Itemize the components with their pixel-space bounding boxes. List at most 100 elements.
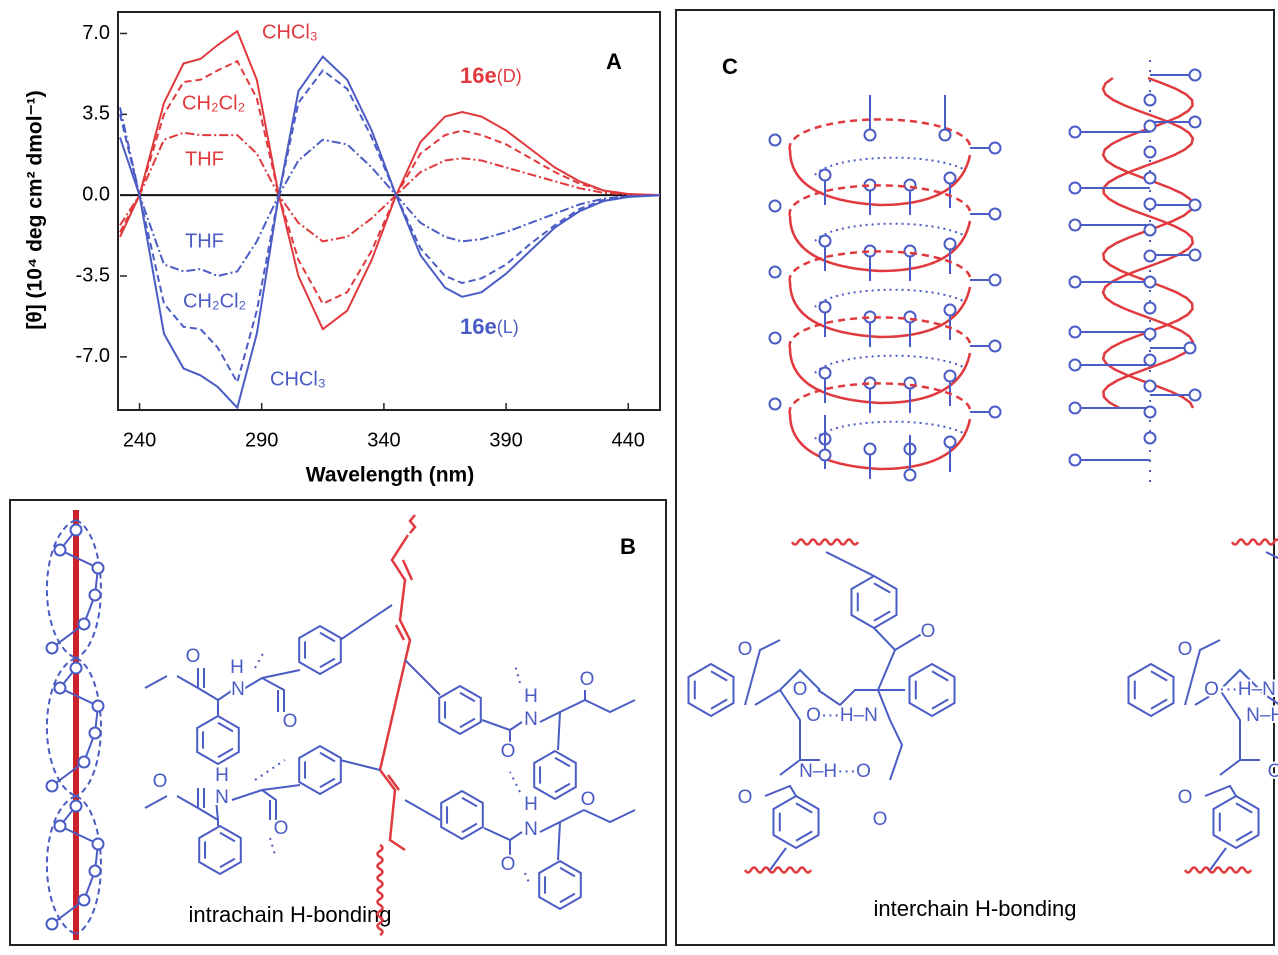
node xyxy=(990,341,1001,352)
ring-dotted xyxy=(815,224,965,241)
node xyxy=(79,619,90,630)
atom-label: O xyxy=(153,771,168,792)
ring-dotted xyxy=(815,356,965,373)
node xyxy=(1070,183,1081,194)
node xyxy=(55,683,66,694)
node xyxy=(990,275,1001,286)
node xyxy=(93,563,104,574)
node xyxy=(990,209,1001,220)
atom-label: O xyxy=(873,809,888,830)
node xyxy=(1070,327,1081,338)
wavy-bond xyxy=(1185,868,1251,873)
node xyxy=(945,239,956,250)
node xyxy=(1145,277,1156,288)
atom-label: O xyxy=(580,669,595,690)
node xyxy=(905,180,916,191)
atom-label: O xyxy=(186,646,201,667)
x-tick-label: 440 xyxy=(612,429,645,451)
node xyxy=(770,135,781,146)
caption: intrachain H-bonding xyxy=(188,902,391,927)
atom-label: O xyxy=(283,711,298,732)
annotation-label: 16e xyxy=(460,314,497,339)
node xyxy=(770,201,781,212)
annotation: 16e(D) xyxy=(460,63,522,88)
node xyxy=(820,302,831,313)
x-tick-label: 340 xyxy=(367,429,400,451)
node xyxy=(90,866,101,877)
atom-label: N xyxy=(215,787,229,808)
node xyxy=(1145,173,1156,184)
node xyxy=(1070,360,1081,371)
node xyxy=(1145,407,1156,418)
node xyxy=(1145,121,1156,132)
node xyxy=(90,728,101,739)
series-label: CH₂Cl₂ xyxy=(182,92,245,114)
x-tick-label: 240 xyxy=(123,429,156,451)
node xyxy=(905,378,916,389)
atom-label: O···H–N xyxy=(806,705,878,726)
dashed-arc xyxy=(47,520,76,658)
atom-label: N–H···O xyxy=(799,761,871,782)
node xyxy=(1070,277,1081,288)
node xyxy=(905,312,916,323)
node xyxy=(945,305,956,316)
node xyxy=(1145,147,1156,158)
node xyxy=(865,444,876,455)
atom-label: O xyxy=(1268,761,1278,782)
atom-label: O xyxy=(501,854,516,875)
node xyxy=(1070,220,1081,231)
bond xyxy=(145,605,392,716)
node xyxy=(1145,355,1156,366)
y-tick-label: -7.0 xyxy=(76,345,110,367)
h-bond xyxy=(515,665,520,683)
panel-label: C xyxy=(722,54,738,79)
atom-label: N xyxy=(231,679,245,700)
helix-front xyxy=(790,150,970,205)
node xyxy=(1145,251,1156,262)
node xyxy=(93,701,104,712)
node xyxy=(945,173,956,184)
node xyxy=(90,590,101,601)
atom-label: N–H···O xyxy=(1246,705,1278,726)
atom-label: O xyxy=(501,741,516,762)
y-tick-label: 0.0 xyxy=(82,183,110,205)
x-axis-label: Wavelength (nm) xyxy=(306,464,474,487)
node xyxy=(1145,199,1156,210)
wavy-bond xyxy=(792,540,858,545)
node xyxy=(79,895,90,906)
node xyxy=(1190,390,1201,401)
h-bond xyxy=(510,772,520,792)
annotation-tag: (D) xyxy=(497,66,522,86)
node xyxy=(1190,70,1201,81)
atom-label: O xyxy=(738,639,753,660)
node xyxy=(770,399,781,410)
bond xyxy=(145,760,380,826)
atom-label: H xyxy=(215,765,229,786)
node xyxy=(770,333,781,344)
node xyxy=(1190,200,1201,211)
helix-front xyxy=(790,216,970,271)
node xyxy=(71,663,82,674)
node xyxy=(1145,433,1156,444)
h-bond xyxy=(255,760,285,780)
series-label: THF xyxy=(185,230,224,252)
ring-dotted xyxy=(815,158,965,175)
node xyxy=(71,801,82,812)
series-label: CHCl₃ xyxy=(262,21,318,43)
atom-label: N xyxy=(524,709,538,730)
x-tick-label: 390 xyxy=(489,429,522,451)
node xyxy=(55,821,66,832)
h-bond xyxy=(270,838,275,855)
atom-label: H xyxy=(524,686,538,707)
node xyxy=(1145,381,1156,392)
atom-label: H xyxy=(524,794,538,815)
node xyxy=(865,130,876,141)
node xyxy=(1070,403,1081,414)
node xyxy=(770,267,781,278)
helix-front xyxy=(790,282,970,337)
atom-label: H xyxy=(230,657,244,678)
node xyxy=(945,371,956,382)
atom-label: O xyxy=(738,787,753,808)
node xyxy=(905,246,916,257)
node xyxy=(905,470,916,481)
